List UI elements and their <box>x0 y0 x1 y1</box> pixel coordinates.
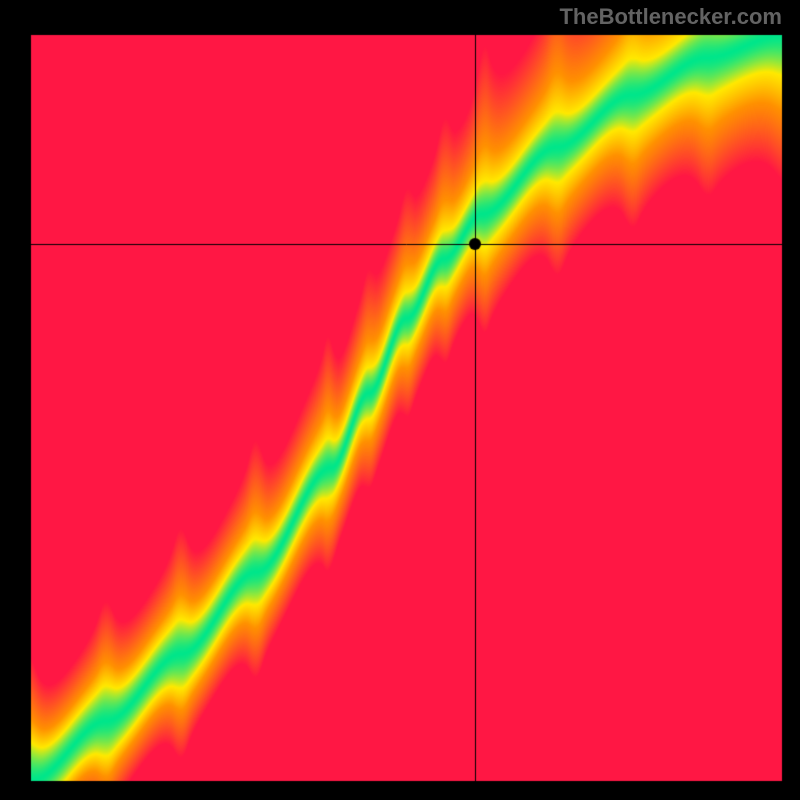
chart-container: TheBottlenecker.com <box>0 0 800 800</box>
heatmap-canvas <box>0 0 800 800</box>
watermark-text: TheBottlenecker.com <box>559 4 782 30</box>
